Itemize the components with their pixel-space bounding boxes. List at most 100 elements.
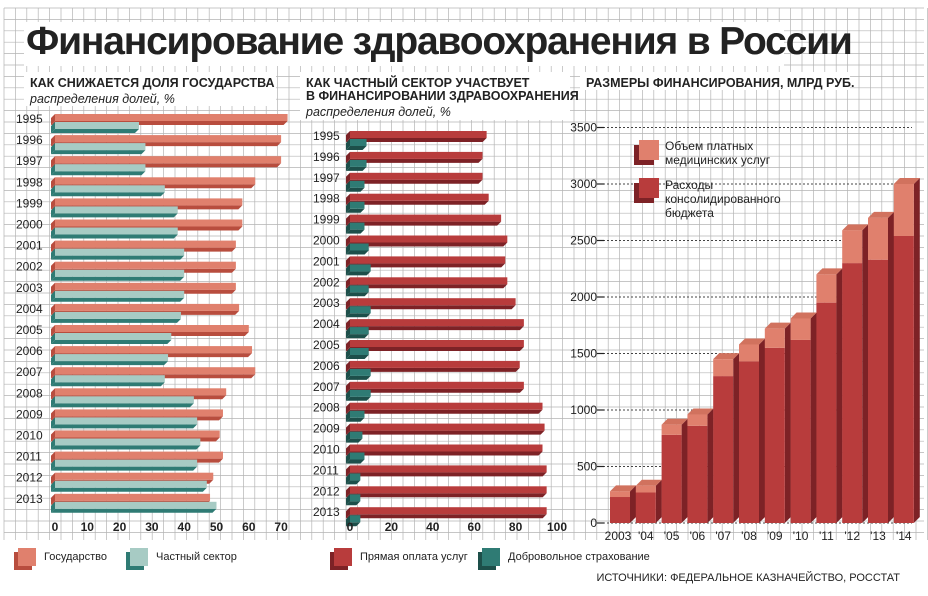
p3-bar-paid (842, 230, 863, 264)
p2-year-label: 2001 (313, 254, 340, 268)
legend-label-government: Государство (44, 551, 108, 563)
p2-bar-insurance-bottom (346, 438, 363, 443)
p2-bar-direct (350, 444, 543, 452)
p1-bar-government-side (51, 282, 55, 294)
p2-bar-direct-side (346, 151, 350, 163)
p1-bar-government (55, 240, 236, 248)
p2-bar-insurance-bottom (346, 166, 367, 171)
p3-bar-budget (635, 492, 656, 523)
p1-year-label: 2004 (16, 302, 43, 316)
p2-bar-direct (350, 298, 516, 306)
p3-bar-budget (687, 425, 708, 523)
p1-bar-government (55, 388, 227, 396)
p3-bar-budget (893, 235, 914, 524)
p3-bar-top (816, 268, 843, 275)
p1-bar-private-bottom (51, 213, 178, 218)
p2-bar-direct-bottom (346, 347, 524, 351)
p1-bar-private-side (51, 333, 55, 344)
p3-bar-side (733, 353, 740, 523)
p1-tick-label: 30 (145, 520, 159, 534)
p1-bar-private-side (51, 311, 55, 323)
p1-bar-private (55, 164, 146, 172)
p2-year-label: 1996 (313, 150, 340, 164)
p1-bar-government-side (51, 219, 55, 231)
p1-bar-government (55, 219, 243, 227)
p3-bar-side (810, 312, 817, 523)
p3-bar-paid (868, 217, 888, 260)
p1-year-label: 2003 (16, 281, 43, 295)
p2-bar-insurance-side (346, 494, 350, 506)
p2-bar-direct-side (346, 444, 350, 456)
p3-legend-swatch-budget (639, 178, 659, 198)
legend-label-private: Частный сектор (156, 551, 237, 563)
p1-bar-private-side (51, 459, 55, 471)
p1-bar-private-bottom (51, 276, 185, 281)
p1-bar-private-side (51, 248, 55, 260)
p1-bar-private-side (51, 438, 55, 450)
p2-bar-insurance-side (346, 473, 350, 485)
p3-bar-top (868, 211, 894, 218)
p2-bar-direct (350, 256, 506, 264)
p2-bar-insurance-side (346, 431, 350, 443)
p3-xtick-label: '08 (741, 529, 757, 543)
p1-tick-label: 60 (242, 520, 256, 534)
p2-bar-direct-bottom (346, 138, 487, 142)
p2-bar-direct-bottom (346, 179, 483, 184)
p1-bar-government (55, 430, 220, 438)
p2-bar-direct-bottom (346, 514, 547, 519)
p2-bar-direct-bottom (346, 242, 508, 247)
p2-year-label: 2004 (313, 317, 340, 331)
panel2-subtitle: распределения долей, % (306, 105, 451, 119)
p2-bar-direct-bottom (346, 472, 547, 477)
p1-bar-private-bottom (51, 297, 185, 302)
p1-bar-government-side (51, 135, 55, 147)
p3-xtick-label: '14 (896, 529, 912, 543)
p2-year-label: 1995 (313, 129, 340, 143)
p1-bar-private (55, 480, 207, 488)
p2-bar-direct (350, 172, 483, 180)
p2-bar-insurance (350, 431, 363, 439)
legend-private: Частный сектор (130, 548, 237, 566)
p2-year-label: 1997 (313, 171, 340, 185)
p3-bar-top (661, 418, 688, 425)
p1-bar-government (55, 409, 223, 417)
p1-bar-government (55, 135, 282, 143)
p3-bar-paid (687, 414, 708, 426)
p3-ytick-label: 1000 (570, 403, 597, 417)
p1-bar-private-bottom (51, 234, 178, 239)
p2-tick-label: 0 (347, 520, 354, 534)
p2-bar-direct-side (346, 256, 350, 268)
p2-bar-direct-side (346, 507, 350, 519)
p2-bar-insurance (350, 494, 361, 502)
p1-year-label: 2002 (16, 260, 43, 274)
p3-bar-paid (635, 485, 656, 493)
p1-bar-private-bottom (51, 171, 146, 176)
p2-bar-insurance (350, 410, 365, 418)
p2-bar-direct-side (346, 298, 350, 310)
p3-bar-budget (713, 376, 734, 523)
p1-bar-private-bottom (51, 340, 172, 344)
p2-bar-direct (350, 402, 543, 410)
p1-bar-private-side (51, 375, 55, 387)
p2-bar-direct (350, 465, 547, 473)
p2-bar-direct-side (346, 277, 350, 289)
p3-xtick-label: '13 (870, 529, 886, 543)
p1-bar-private-side (51, 269, 55, 281)
p3-ytick-label: 2500 (570, 234, 597, 248)
p3-bar-side (862, 224, 869, 523)
p2-bar-insurance-side (346, 159, 350, 171)
p3-bar-top (739, 338, 765, 345)
p2-bar-insurance-bottom (346, 396, 371, 401)
p1-bar-private-side (51, 501, 55, 513)
p1-bar-government (55, 198, 243, 206)
p2-bar-insurance (350, 285, 369, 293)
p1-bar-government-side (51, 346, 55, 358)
p2-bar-insurance-side (346, 389, 350, 401)
p2-year-label: 2010 (313, 443, 340, 457)
legend-government: Государство (18, 548, 107, 566)
p3-ytick-label: 2000 (570, 290, 597, 304)
p3-ytick-label: 3500 (570, 121, 597, 135)
p1-year-label: 2010 (16, 429, 43, 443)
p2-bar-direct-bottom (346, 493, 547, 498)
p1-bar-private-bottom (51, 382, 165, 387)
